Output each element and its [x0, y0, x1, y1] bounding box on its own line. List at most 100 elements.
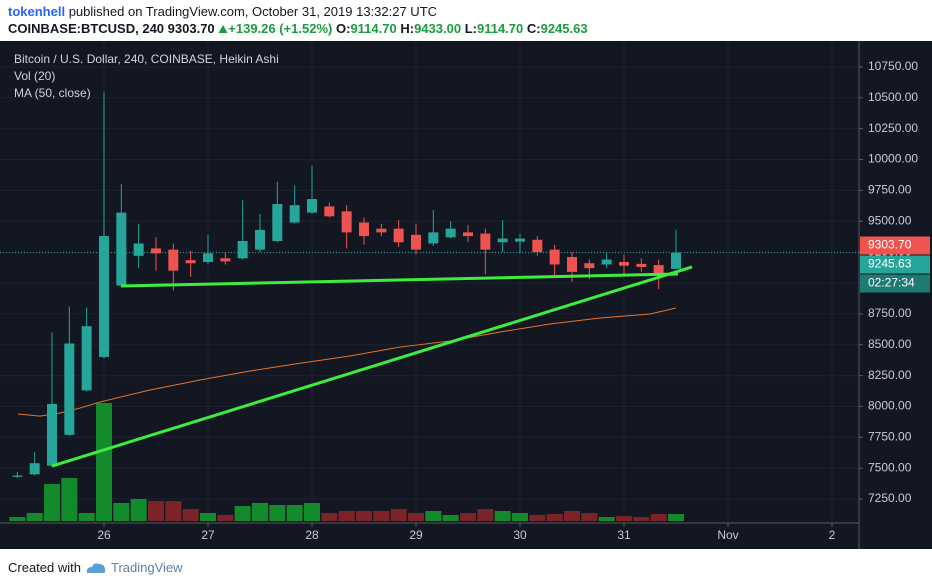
candle-body [98, 236, 109, 358]
price-label: 9245.63 [868, 257, 912, 271]
y-tick-label: 8750.00 [868, 306, 912, 320]
candle-body [168, 249, 179, 271]
y-tick-label: 8500.00 [868, 337, 912, 351]
volume-bar [494, 511, 511, 521]
candle-body [636, 263, 647, 267]
volume-bar [9, 517, 26, 521]
volume-bar [95, 403, 112, 521]
candle-body [445, 228, 456, 238]
ohlc-c-label: C: [526, 21, 541, 36]
volume-bar [165, 501, 182, 521]
candle-body [376, 228, 387, 233]
candle-body [324, 206, 335, 217]
footer-brand[interactable]: TradingView [110, 560, 183, 575]
price-label-box [860, 255, 930, 274]
header-line-1: tokenhell published on TradingView.com, … [8, 3, 588, 20]
candle-body [220, 258, 231, 262]
candle-body [81, 326, 92, 391]
y-tick-label: 7750.00 [868, 429, 912, 443]
volume-bar [130, 499, 147, 521]
x-tick-label: 28 [305, 528, 319, 542]
ohlc-h-label: H: [400, 21, 415, 36]
candle-body [202, 253, 213, 262]
volume-bar [61, 478, 78, 521]
volume-bar [598, 517, 615, 521]
x-tick-label: 30 [513, 528, 527, 542]
candle-body [12, 475, 23, 477]
volume-legend: Vol (20) [14, 69, 55, 83]
volume-bar [199, 513, 216, 521]
author[interactable]: tokenhell [8, 4, 66, 19]
candle-body [428, 232, 439, 244]
candle-body [306, 199, 317, 213]
candle-body [254, 229, 265, 250]
volume-bar [338, 511, 355, 521]
volume-bar [113, 503, 130, 521]
volume-bar [407, 513, 424, 521]
ohlc-h: 9433.00 [414, 21, 462, 36]
candle-body [618, 262, 629, 266]
candle-body [514, 238, 525, 242]
up-arrow [218, 25, 228, 33]
published: published on TradingView.com, October 31… [68, 4, 438, 19]
candle-body [237, 241, 248, 259]
ohlc-o-label: O: [335, 21, 351, 36]
volume-bar [390, 509, 407, 521]
candle-body [497, 238, 508, 243]
change: +139.26 (+1.52%) [228, 21, 333, 36]
symbol: COINBASE:BTCUSD, 240 [8, 21, 165, 36]
volume-bar [43, 484, 60, 521]
footer: Created with TradingView [8, 560, 183, 575]
candle-body [532, 239, 543, 253]
candle-body [601, 259, 612, 265]
candle-body [341, 211, 352, 233]
volume-bar [303, 503, 320, 521]
candle-body [393, 228, 404, 243]
volume-bar [459, 513, 476, 521]
volume-bar [511, 513, 528, 521]
candle-body [116, 212, 127, 286]
volume-bar [26, 513, 43, 521]
volume-bar [321, 513, 338, 521]
chart-background [0, 41, 932, 549]
volume-bar [182, 509, 199, 521]
x-tick-label: Nov [717, 528, 738, 542]
header: tokenhell published on TradingView.com, … [8, 3, 588, 37]
ohlc-o: 9114.70 [350, 21, 397, 36]
y-tick-label: 10500.00 [868, 90, 918, 104]
countdown-box [860, 274, 930, 293]
y-tick-label: 7500.00 [868, 460, 912, 474]
candle-body [670, 252, 681, 269]
chart-title: Bitcoin / U.S. Dollar, 240, COINBASE, He… [14, 52, 279, 66]
volume-bar [529, 515, 546, 521]
candle-body [653, 265, 664, 274]
ma-legend: MA (50, close) [14, 86, 91, 100]
volume-bar [147, 501, 164, 521]
volume-bar [355, 511, 372, 521]
x-tick-label: 27 [201, 528, 215, 542]
x-tick-label: 2 [829, 528, 836, 542]
volume-bar [269, 505, 286, 521]
volume-bar [425, 511, 442, 521]
countdown: 02:27:34 [868, 276, 915, 290]
candle-body [462, 232, 473, 237]
x-tick-label: 29 [409, 528, 423, 542]
volume-bar [633, 517, 650, 521]
y-tick-label: 10250.00 [868, 121, 918, 135]
candle-body [584, 263, 595, 269]
volume-bar [581, 513, 598, 521]
last-price: 9303.70 [167, 21, 215, 36]
trendline [120, 272, 679, 288]
x-tick-label: 31 [617, 528, 631, 542]
volume-bar [650, 514, 667, 521]
volume-bar [373, 511, 390, 521]
ohlc-c: 9245.63 [540, 21, 588, 36]
candle-body [358, 222, 369, 237]
volume-bar [286, 505, 303, 521]
y-tick-label: 8000.00 [868, 399, 912, 413]
y-tick-label: 10750.00 [868, 59, 918, 73]
ohlc-l: 9114.70 [476, 21, 524, 36]
ohlc-l-label: L: [464, 21, 477, 36]
